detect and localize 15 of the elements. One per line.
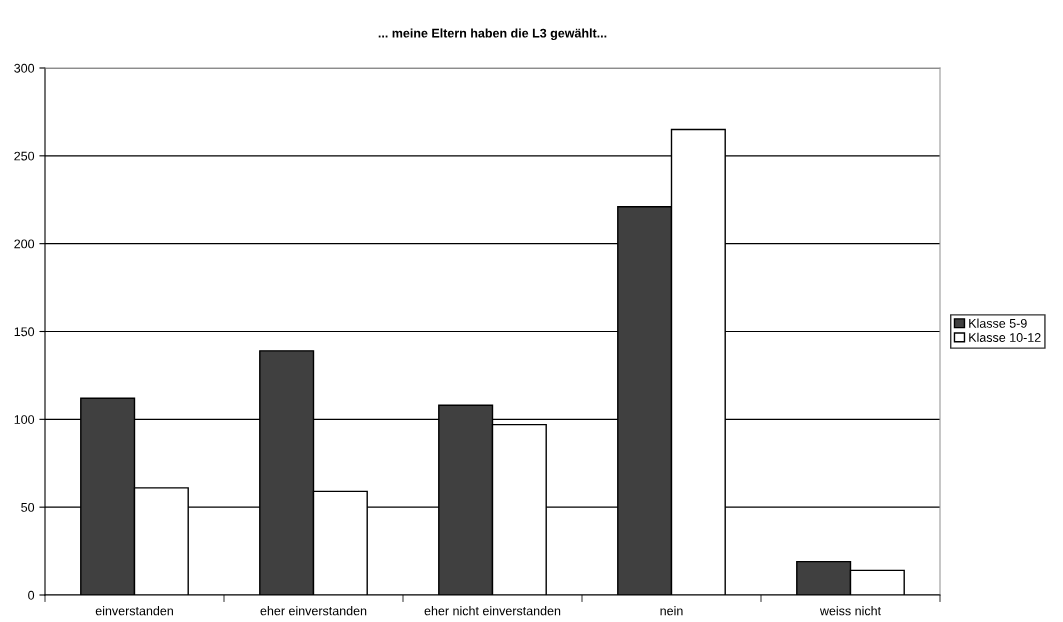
y-tick-label: 100	[14, 415, 35, 424]
x-tick-label: nein	[660, 606, 683, 616]
x-tick-label: eher nicht einverstanden	[424, 606, 561, 616]
y-tick-label: 0	[28, 590, 35, 600]
legend-label: Klasse 10-12	[969, 332, 1041, 342]
x-tick-label: einverstanden	[95, 606, 173, 616]
y-tick-label: 50	[21, 502, 35, 512]
x-tick-label: eher einverstanden	[260, 606, 367, 616]
y-tick-label: 150	[14, 327, 35, 337]
x-tick-label: weiss nicht	[819, 606, 881, 616]
legend-label: Klasse 5-9	[969, 318, 1027, 328]
y-tick-label: 200	[14, 239, 35, 249]
y-tick-label: 250	[14, 151, 35, 161]
chart-title: ... meine Eltern haben die L3 gewählt...	[378, 28, 607, 41]
y-tick-label: 300	[14, 63, 35, 73]
